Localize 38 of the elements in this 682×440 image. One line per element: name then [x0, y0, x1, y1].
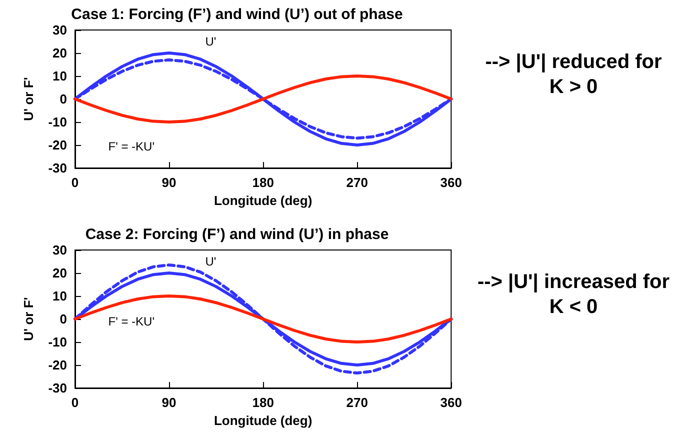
x-tick-label: 270: [346, 175, 368, 190]
y-tick-label: 10: [52, 68, 67, 84]
line-series: [74, 74, 453, 124]
y-tick-label: -10: [48, 334, 67, 350]
x-tick-label: 180: [252, 395, 274, 410]
x-axis-title: Longitude (deg): [214, 192, 312, 208]
y-tick-label: -20: [48, 138, 67, 152]
x-tick-label: 90: [162, 175, 176, 190]
y-tick-label: -30: [48, 380, 67, 396]
y-axis-title: U' or F': [21, 297, 36, 341]
y-axis-title: U' or F': [21, 77, 36, 121]
y-tick-label: 0: [60, 92, 67, 106]
series-label: U': [205, 254, 216, 269]
x-axis-title: Longitude (deg): [214, 412, 312, 428]
chart-title: Case 1: Forcing (F’) and wind (U’) out of phase: [71, 6, 403, 23]
series-label: F' = -KU': [108, 314, 154, 329]
x-tick-label: 270: [346, 395, 368, 410]
y-tick-label: 30: [52, 242, 67, 258]
series-label: F' = -KU': [108, 139, 154, 154]
y-tick-label: 10: [52, 288, 67, 304]
x-tick-label: 0: [71, 395, 79, 410]
y-tick-label: -10: [48, 114, 67, 130]
y-tick-label: 20: [52, 266, 67, 280]
series-label: U': [205, 34, 216, 49]
text: --> |U'| increased for K < 0: [476, 270, 671, 320]
y-tick-label: 20: [52, 46, 67, 60]
line-series: [74, 294, 453, 344]
x-tick-label: 360: [440, 175, 462, 190]
text: --> |U'| reduced for K > 0: [484, 50, 663, 100]
y-tick-label: -20: [48, 358, 67, 372]
x-tick-label: 180: [252, 175, 274, 190]
chart-title: Case 2: Forcing (F’) and wind (U’) in phase: [85, 226, 389, 243]
x-tick-label: 0: [71, 175, 79, 190]
y-tick-label: -30: [48, 160, 67, 176]
x-tick-label: 360: [440, 395, 462, 410]
x-tick-label: 90: [162, 395, 176, 410]
y-tick-label: 0: [60, 312, 67, 326]
y-tick-label: 30: [52, 22, 67, 38]
